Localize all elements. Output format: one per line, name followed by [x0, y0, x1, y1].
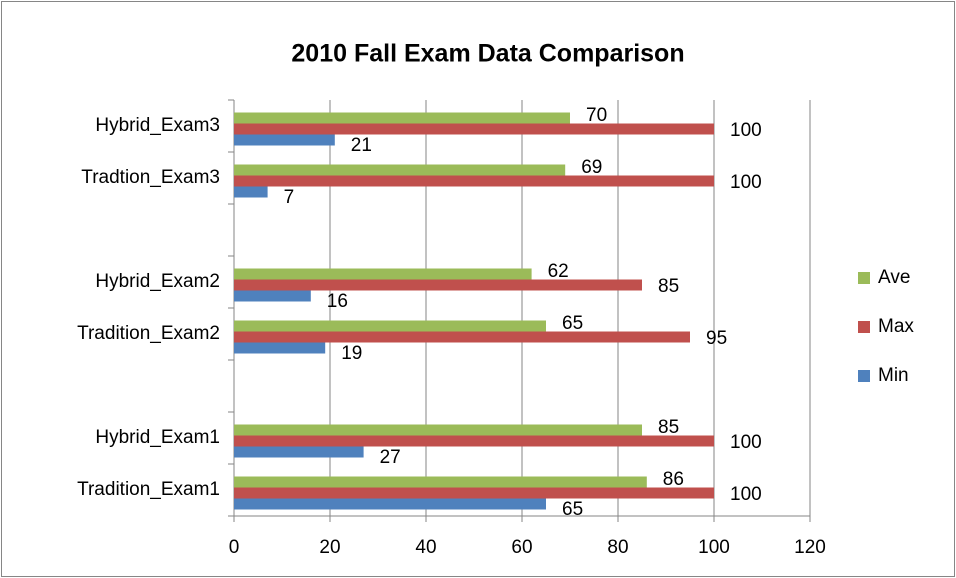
bar: [234, 331, 690, 343]
data-label: 100: [730, 172, 762, 193]
data-label: 70: [586, 105, 607, 126]
data-label: 19: [341, 343, 362, 364]
legend-label: Max: [878, 316, 914, 337]
data-label: 85: [658, 276, 679, 297]
y-tick-label: Tradition_Exam1: [77, 479, 220, 500]
y-tick-label: Hybrid_Exam2: [95, 271, 220, 292]
bar: [234, 175, 714, 187]
y-tick-label: Tradition_Exam2: [77, 323, 220, 344]
bar: [234, 342, 326, 354]
data-label: 65: [562, 313, 583, 334]
bar: [234, 446, 364, 458]
bar: [234, 186, 268, 198]
data-label: 7: [284, 187, 295, 208]
bar: [234, 487, 714, 499]
bar: [234, 268, 532, 280]
x-tick-label: 40: [415, 537, 436, 558]
x-tick-label: 80: [607, 537, 628, 558]
data-label: 85: [658, 417, 679, 438]
legend-swatch: [858, 272, 870, 284]
data-label: 62: [548, 261, 569, 282]
bar: [234, 112, 570, 124]
data-label: 65: [562, 499, 583, 520]
data-label: 100: [730, 120, 762, 141]
data-label: 95: [706, 328, 727, 349]
bar: [234, 279, 642, 291]
bar: [234, 424, 642, 436]
bar: [234, 290, 311, 302]
bar: [234, 435, 714, 447]
x-tick-label: 0: [229, 537, 240, 558]
chart-title: 2010 Fall Exam Data Comparison: [291, 40, 684, 68]
y-tick-label: Hybrid_Exam3: [95, 115, 220, 136]
data-label: 27: [380, 447, 401, 468]
data-label: 16: [327, 291, 348, 312]
bar: [234, 134, 335, 146]
bar: [234, 123, 714, 135]
y-tick-label: Tradtion_Exam3: [81, 167, 220, 188]
data-label: 21: [351, 135, 372, 156]
data-label: 69: [581, 157, 602, 178]
data-label: 100: [730, 484, 762, 505]
x-tick-label: 120: [794, 537, 826, 558]
legend-label: Min: [878, 365, 909, 386]
legend-label: Ave: [878, 267, 910, 288]
bar: [234, 498, 546, 510]
x-tick-label: 60: [511, 537, 532, 558]
bar: [234, 476, 647, 488]
legend-swatch: [858, 321, 870, 333]
data-label: 86: [663, 469, 684, 490]
x-tick-label: 20: [319, 537, 340, 558]
legend-swatch: [858, 370, 870, 382]
data-label: 100: [730, 432, 762, 453]
bar: [234, 320, 546, 332]
bar: [234, 164, 566, 176]
x-tick-label: 100: [698, 537, 730, 558]
y-tick-label: Hybrid_Exam1: [95, 427, 220, 448]
